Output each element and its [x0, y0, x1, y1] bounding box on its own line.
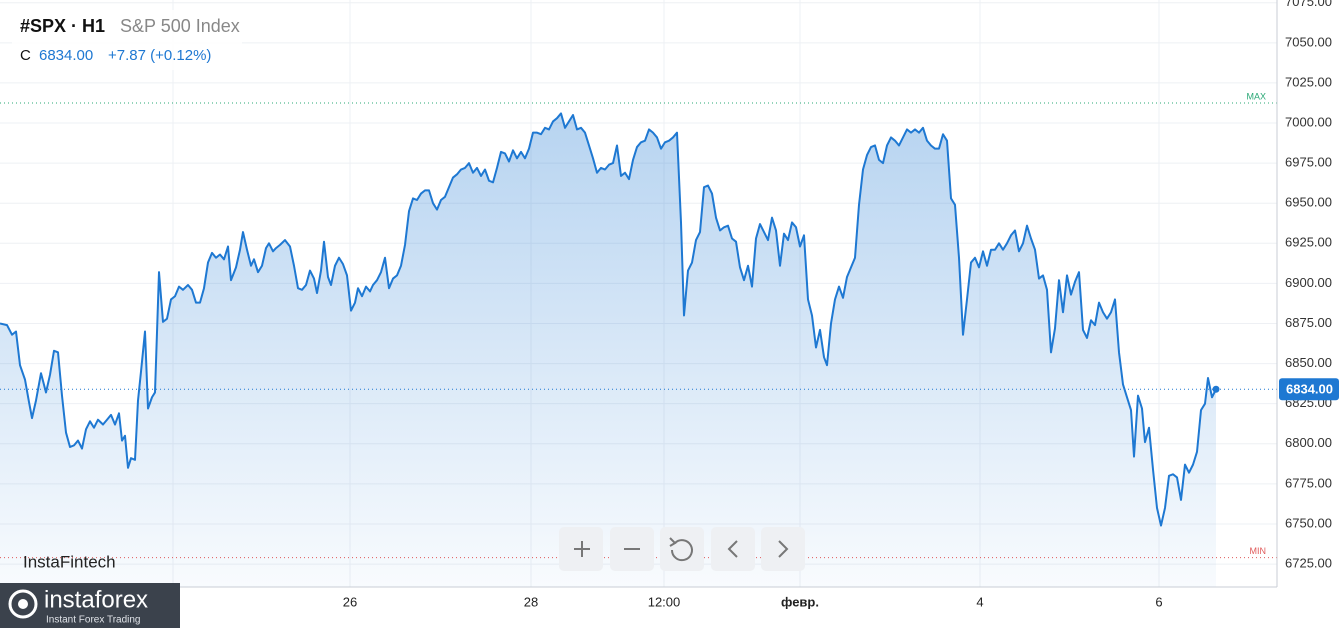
- plot: MAX MIN: [0, 91, 1277, 587]
- x-tick-label: февр.: [781, 594, 819, 609]
- zoom-out-button[interactable]: [610, 527, 654, 571]
- logo-icon: [8, 589, 38, 619]
- close-label: C: [20, 47, 31, 64]
- y-tick-label: 6975.00: [1285, 155, 1332, 170]
- y-tick-label: 6850.00: [1285, 355, 1332, 370]
- x-tick-label: 6: [1155, 594, 1162, 609]
- logo-bg: [0, 583, 180, 628]
- y-tick-label: 6925.00: [1285, 235, 1332, 250]
- chart-title: #SPX · H1: [20, 16, 105, 36]
- logo-text: instaforex: [44, 586, 148, 613]
- min-line-label: MIN: [1250, 546, 1267, 556]
- close-value: 6834.00: [39, 47, 93, 64]
- axes: 6725.006750.006775.006800.006825.006850.…: [0, 0, 1339, 609]
- y-tick-label: 6900.00: [1285, 275, 1332, 290]
- x-tick-label: 26: [343, 594, 357, 609]
- zoom-in-button[interactable]: [559, 527, 603, 571]
- last-price-label: 6834.00: [1286, 382, 1333, 397]
- reset-button[interactable]: [660, 527, 704, 571]
- y-tick-label: 6800.00: [1285, 435, 1332, 450]
- y-tick-label: 6725.00: [1285, 556, 1332, 571]
- chart-subtitle: S&P 500 Index: [120, 16, 240, 36]
- y-tick-label: 7025.00: [1285, 74, 1332, 89]
- toolbar: [559, 527, 805, 571]
- y-tick-label: 7000.00: [1285, 114, 1332, 129]
- last-price-box: [1279, 378, 1339, 401]
- y-tick-label: 6950.00: [1285, 195, 1332, 210]
- y-tick-label: 6775.00: [1285, 475, 1332, 490]
- y-tick-label: 6875.00: [1285, 315, 1332, 330]
- y-tick-label: 6750.00: [1285, 515, 1332, 530]
- scroll-left-button[interactable]: [711, 527, 755, 571]
- scroll-right-button[interactable]: [761, 527, 805, 571]
- watermark: InstaFintech: [23, 552, 116, 571]
- x-tick-label: 4: [976, 594, 983, 609]
- max-line-label: MAX: [1246, 91, 1266, 101]
- y-tick-label: 7050.00: [1285, 34, 1332, 49]
- x-tick-label: 12:00: [648, 594, 681, 609]
- logo: instaforex Instant Forex Trading: [0, 583, 180, 628]
- y-tick-label: 7075.00: [1285, 0, 1332, 9]
- change-value: +7.87 (+0.12%): [108, 47, 211, 64]
- line: [0, 112, 1217, 527]
- logo-icon-dot: [18, 599, 28, 609]
- area: [0, 113, 1216, 587]
- header-bg: [12, 10, 242, 70]
- x-tick-label: 28: [524, 594, 538, 609]
- logo-tagline: Instant Forex Trading: [46, 615, 141, 626]
- header: #SPX · H1 S&P 500 Index C 6834.00 +7.87 …: [12, 10, 242, 70]
